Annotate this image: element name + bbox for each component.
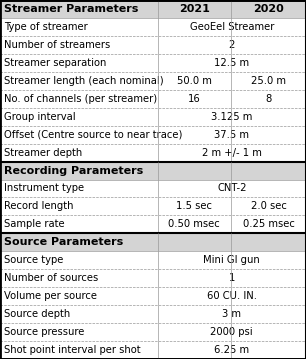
Text: No. of channels (per streamer): No. of channels (per streamer) (4, 94, 157, 104)
Text: 60 CU. IN.: 60 CU. IN. (207, 291, 257, 301)
Text: Source Parameters: Source Parameters (4, 237, 123, 247)
Text: Group interval: Group interval (4, 112, 75, 122)
Text: Streamer separation: Streamer separation (4, 58, 106, 68)
Text: Offset (Centre source to near trace): Offset (Centre source to near trace) (4, 130, 182, 140)
Text: 2: 2 (229, 40, 235, 50)
Bar (0, 215, 306, 233)
Bar (0, 341, 306, 359)
Bar (0, 162, 306, 180)
Text: Sample rate: Sample rate (4, 219, 64, 229)
Text: Source depth: Source depth (4, 309, 70, 319)
Text: 2000 psi: 2000 psi (211, 327, 253, 337)
Text: Volume per source: Volume per source (4, 291, 97, 301)
Text: Type of streamer: Type of streamer (4, 22, 88, 32)
Text: 1: 1 (229, 273, 235, 283)
Text: 37.5 m: 37.5 m (214, 130, 249, 140)
Text: CNT-2: CNT-2 (217, 183, 247, 194)
Bar (0, 72, 306, 90)
Text: 16: 16 (188, 94, 201, 104)
Bar (0, 54, 306, 72)
Text: 2021: 2021 (179, 4, 210, 14)
Text: 0.50 msec: 0.50 msec (168, 219, 220, 229)
Bar (0, 269, 306, 287)
Bar (0, 251, 306, 269)
Text: Number of streamers: Number of streamers (4, 40, 110, 50)
Text: 3.125 m: 3.125 m (211, 112, 252, 122)
Bar (0, 108, 306, 126)
Bar (0, 287, 306, 305)
Bar (0, 126, 306, 144)
Text: Number of sources: Number of sources (4, 273, 98, 283)
Bar (0, 144, 306, 162)
Text: Source type: Source type (4, 255, 63, 265)
Bar (0, 323, 306, 341)
Bar (0, 305, 306, 323)
Text: 3 m: 3 m (222, 309, 241, 319)
Text: 8: 8 (265, 94, 272, 104)
Bar (0, 233, 306, 251)
Text: Source pressure: Source pressure (4, 327, 84, 337)
Text: Shot point interval per shot: Shot point interval per shot (4, 345, 140, 355)
Text: 2 m +/- 1 m: 2 m +/- 1 m (202, 148, 262, 158)
Text: Mini GI gun: Mini GI gun (203, 255, 260, 265)
Text: Streamer Parameters: Streamer Parameters (4, 4, 138, 14)
Text: 2.0 sec: 2.0 sec (251, 201, 286, 211)
Bar (0, 0, 306, 18)
Text: 1.5 sec: 1.5 sec (176, 201, 212, 211)
Bar (0, 90, 306, 108)
Text: 12.5 m: 12.5 m (214, 58, 249, 68)
Text: Recording Parameters: Recording Parameters (4, 165, 143, 176)
Bar (0, 180, 306, 197)
Text: Instrument type: Instrument type (4, 183, 84, 194)
Bar (0, 18, 306, 36)
Text: 6.25 m: 6.25 m (214, 345, 249, 355)
Text: GeoEel Streamer: GeoEel Streamer (190, 22, 274, 32)
Bar (0, 197, 306, 215)
Text: Streamer length (each nominal): Streamer length (each nominal) (4, 76, 163, 86)
Text: 25.0 m: 25.0 m (251, 76, 286, 86)
Text: 2020: 2020 (253, 4, 284, 14)
Text: 50.0 m: 50.0 m (177, 76, 212, 86)
Text: 0.25 msec: 0.25 msec (243, 219, 294, 229)
Text: Streamer depth: Streamer depth (4, 148, 82, 158)
Text: Record length: Record length (4, 201, 73, 211)
Bar (0, 36, 306, 54)
